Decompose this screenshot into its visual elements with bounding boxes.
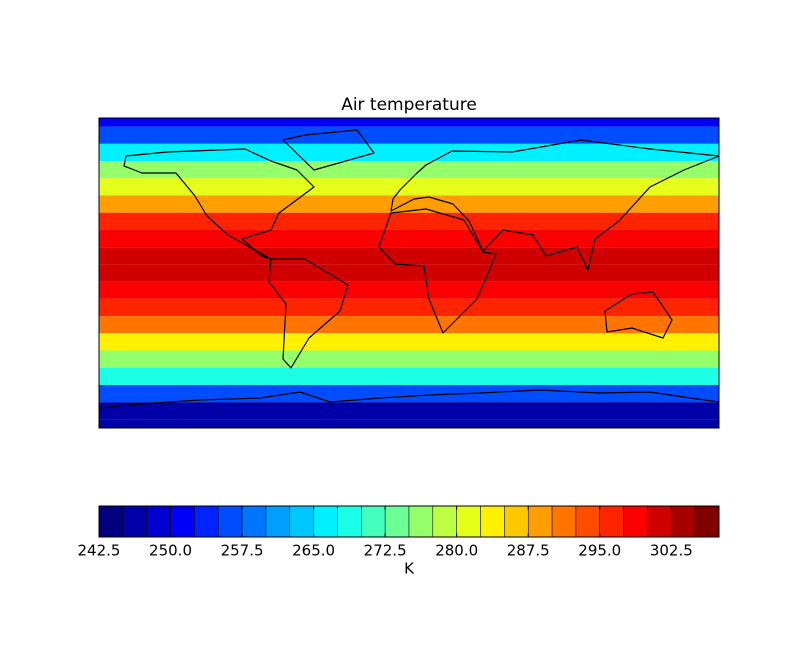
coastline <box>390 139 719 271</box>
colorbar-frame <box>98 505 720 538</box>
temperature-band <box>99 333 719 351</box>
colorbar: 242.5 250.0 257.5 265.0 272.5 280.0 287.5 295.0… <box>78 505 720 560</box>
x-tick-label: 287.5 <box>507 542 550 560</box>
x-tick-label: 302.5 <box>650 542 693 560</box>
temperature-band <box>99 247 719 265</box>
colorbar-box <box>527 505 553 538</box>
x-tick-label: 250.0 <box>149 542 192 560</box>
colorbar-box <box>480 505 505 538</box>
temperature-band <box>99 195 719 213</box>
temperature-band <box>99 402 719 420</box>
colorbar-box <box>313 505 338 538</box>
colorbar-box <box>265 505 291 538</box>
coastline <box>604 291 673 339</box>
temperature-band <box>99 419 719 428</box>
colorbar-box <box>194 505 219 538</box>
coastline <box>99 389 719 409</box>
colorbar-box <box>599 505 624 538</box>
colorbar-box <box>623 505 648 538</box>
temperature-band <box>99 118 719 127</box>
temperature-band <box>99 161 719 179</box>
temperature-band <box>99 367 719 385</box>
temperature-band <box>99 316 719 334</box>
temperature-band <box>99 384 719 403</box>
temperature-band <box>99 264 719 282</box>
colorbar-box <box>241 505 267 538</box>
temperature-band <box>99 143 719 162</box>
temperature-band <box>99 212 719 230</box>
x-tick-label: 242.5 <box>78 542 121 560</box>
coastline <box>282 129 375 171</box>
temperature-band <box>99 126 719 144</box>
colorbar-box <box>575 505 601 538</box>
temperature-band <box>99 281 719 299</box>
x-tick-label: 265.0 <box>292 542 335 560</box>
colorbar-box <box>170 505 195 538</box>
colorbar-box <box>504 505 529 538</box>
coastline <box>378 208 497 334</box>
temperature-field <box>99 118 719 428</box>
x-tick-label: 257.5 <box>221 542 264 560</box>
colorbar-box <box>408 505 434 538</box>
temperature-band <box>99 350 719 368</box>
colorbar-box <box>98 505 124 538</box>
colorbar-box <box>456 505 481 538</box>
x-tick-label: 295.0 <box>578 542 621 560</box>
colorbar-box <box>361 505 386 538</box>
x-tick-label: 280.0 <box>435 542 478 560</box>
x-tick-label: 272.5 <box>364 542 407 560</box>
colorbar-label: K <box>404 560 415 578</box>
coastline <box>268 258 349 369</box>
coastline <box>123 148 315 260</box>
colorbar-box <box>146 505 171 538</box>
chart-title: Air temperature <box>341 95 477 115</box>
temperature-band <box>99 298 719 317</box>
colorbar-box <box>217 505 243 538</box>
colorbar-box <box>122 505 147 538</box>
colorbar-box <box>694 505 720 538</box>
coastlines <box>99 129 719 409</box>
colorbar-box <box>384 505 410 538</box>
colorbar-box <box>551 505 577 538</box>
colorbar-box <box>289 505 314 538</box>
temperature-band <box>99 229 719 248</box>
temperature-band <box>99 178 719 196</box>
colorbar-box <box>647 505 672 538</box>
colorbar-box <box>432 505 457 538</box>
colorbar-box <box>337 505 362 538</box>
colorbar-box <box>671 505 696 538</box>
map-frame <box>98 117 720 429</box>
